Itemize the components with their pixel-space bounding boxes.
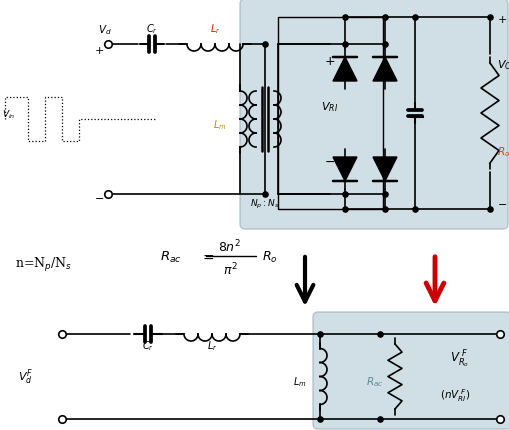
Text: $V_{RI}$: $V_{RI}$: [321, 100, 338, 114]
Text: n=N$_p$/N$_s$: n=N$_p$/N$_s$: [15, 255, 72, 273]
Text: $V_{R_o}^{\ F}$: $V_{R_o}^{\ F}$: [449, 348, 469, 369]
Text: $-$: $-$: [324, 155, 335, 168]
Text: $R_o$: $R_o$: [262, 249, 277, 264]
Polygon shape: [332, 58, 356, 82]
Text: $N_p:N_s$: $N_p:N_s$: [250, 198, 279, 211]
Text: $8n^2$: $8n^2$: [218, 238, 241, 255]
Text: $+$: $+$: [496, 14, 506, 25]
Text: $V_d^F$: $V_d^F$: [17, 367, 33, 387]
Text: $L_m$: $L_m$: [293, 375, 306, 388]
Text: $C_r$: $C_r$: [146, 22, 158, 36]
Text: $V_{in}$: $V_{in}$: [2, 108, 15, 121]
Text: $R_{ac}$: $R_{ac}$: [160, 249, 182, 264]
Text: $-$: $-$: [94, 191, 104, 202]
Text: $L_r$: $L_r$: [206, 338, 217, 352]
Text: $R_{ac}$: $R_{ac}$: [365, 375, 383, 388]
Text: $L_m$: $L_m$: [213, 118, 227, 132]
Text: $+$: $+$: [324, 55, 335, 68]
Text: $L_r$: $L_r$: [209, 22, 220, 36]
Text: $V_d$: $V_d$: [98, 23, 111, 37]
Text: $-$: $-$: [496, 197, 506, 208]
Text: $+$: $+$: [94, 44, 104, 55]
Text: $C_r$: $C_r$: [142, 338, 154, 352]
Polygon shape: [372, 58, 396, 82]
Text: $V_O$: $V_O$: [496, 58, 509, 72]
Text: $R_o$: $R_o$: [496, 144, 509, 158]
Text: $\pi^2$: $\pi^2$: [222, 261, 237, 278]
Text: $(nV_{RI}^{\ F})$: $(nV_{RI}^{\ F})$: [439, 386, 469, 403]
FancyBboxPatch shape: [240, 0, 507, 230]
FancyBboxPatch shape: [313, 312, 509, 429]
Bar: [277, 18, 382, 209]
Polygon shape: [372, 158, 396, 181]
Text: $=$: $=$: [200, 249, 214, 264]
Polygon shape: [332, 158, 356, 181]
